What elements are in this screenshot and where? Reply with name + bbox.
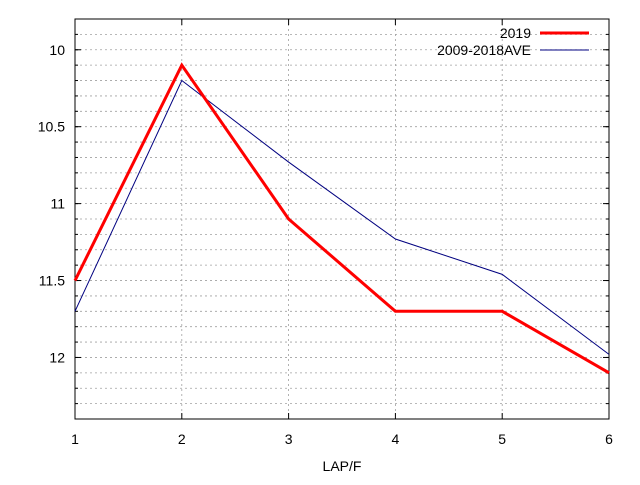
plot-frame (74, 18, 610, 420)
y-tick-label: 12 (49, 349, 65, 365)
series-line (73, 62, 610, 375)
y-tick-label: 10 (49, 42, 65, 58)
legend-item: 2009-2018AVE (437, 42, 589, 58)
y-tick-label: 10.5 (38, 119, 65, 135)
series (73, 62, 610, 375)
x-tick-label: 6 (605, 431, 613, 447)
x-tick-label: 3 (285, 431, 293, 447)
series-line (74, 79, 610, 355)
x-tick-label: 4 (392, 431, 400, 447)
legend-label: 2019 (500, 25, 531, 41)
grid (75, 19, 609, 419)
legend-item: 2019 (500, 25, 589, 41)
x-tick-label: 5 (498, 431, 506, 447)
x-tick-label: 1 (71, 431, 79, 447)
x-axis-label: LAP/F (323, 458, 362, 474)
axis-labels: LAP/F (323, 458, 362, 474)
x-tick-label: 2 (178, 431, 186, 447)
y-tick-label: 11.5 (39, 273, 65, 289)
y-tick-label: 11 (50, 196, 65, 212)
legend-label: 2009-2018AVE (437, 42, 531, 58)
